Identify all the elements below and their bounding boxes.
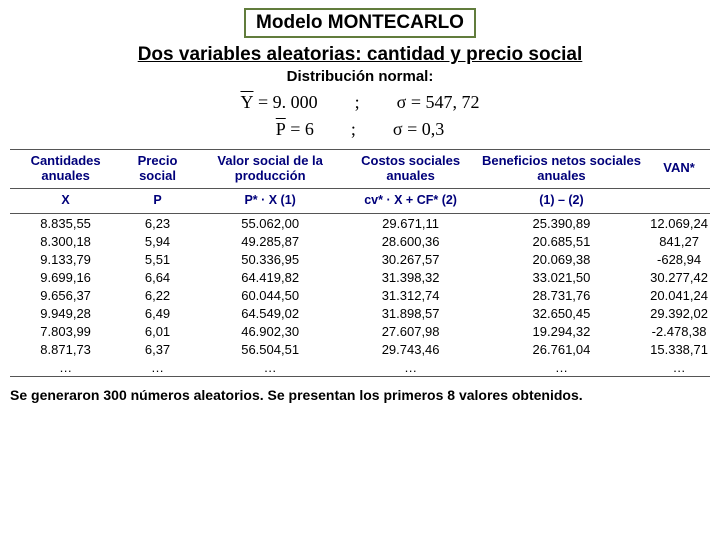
formula-y: Y = 9. 000 ; σ = 547, 72 <box>240 89 479 116</box>
table-cell: … <box>648 358 710 377</box>
table-cell: 28.731,76 <box>475 286 648 304</box>
col-header: Cantidades anuales <box>10 150 121 188</box>
table-cell: 7.803,99 <box>10 322 121 340</box>
table-cell: 15.338,71 <box>648 340 710 358</box>
table-body: 8.835,556,2355.062,0029.671,1125.390,891… <box>10 214 710 377</box>
table-cell: 5,94 <box>121 232 194 250</box>
table-cell: -2.478,38 <box>648 322 710 340</box>
table-cell: 50.336,95 <box>194 250 347 268</box>
col-header: VAN* <box>648 150 710 188</box>
table-cell: 19.294,32 <box>475 322 648 340</box>
table-cell: 31.312,74 <box>346 286 474 304</box>
table-cell: … <box>121 358 194 377</box>
table-cell: 6,23 <box>121 214 194 232</box>
formula-sep: ; <box>322 89 392 116</box>
table-row: 9.656,376,2260.044,5031.312,7428.731,762… <box>10 286 710 304</box>
table-cell: 8.835,55 <box>10 214 121 232</box>
table-row: 9.133,795,5150.336,9530.267,5720.069,38-… <box>10 250 710 268</box>
table-cell: 29.743,46 <box>346 340 474 358</box>
col-subheader: (1) – (2) <box>475 189 648 214</box>
y-mean-rhs: = 9. 000 <box>258 92 318 112</box>
p-bar: P <box>276 116 286 143</box>
table-row: 9.949,286,4964.549,0231.898,5732.650,452… <box>10 304 710 322</box>
table-cell: 20.685,51 <box>475 232 648 250</box>
y-sigma: σ = 547, 72 <box>397 92 480 112</box>
table-cell: 9.949,28 <box>10 304 121 322</box>
table-cell: 8.300,18 <box>10 232 121 250</box>
table-cell: 9.656,37 <box>10 286 121 304</box>
table-cell: 30.277,42 <box>648 268 710 286</box>
table-header-row: Cantidades anuales Precio social Valor s… <box>10 150 710 188</box>
table-cell: 30.267,57 <box>346 250 474 268</box>
page-title-box: Modelo MONTECARLO <box>244 8 476 38</box>
col-subheader: cv* · X + CF* (2) <box>346 189 474 214</box>
footer-note: Se generaron 300 números aleatorios. Se … <box>10 387 710 403</box>
table-cell: 28.600,36 <box>346 232 474 250</box>
table-cell: 49.285,87 <box>194 232 347 250</box>
table-cell: 46.902,30 <box>194 322 347 340</box>
table-cell: 6,37 <box>121 340 194 358</box>
table-row: 9.699,166,6464.419,8231.398,3233.021,503… <box>10 268 710 286</box>
table-cell: 841,27 <box>648 232 710 250</box>
table-cell: 33.021,50 <box>475 268 648 286</box>
table-cell: 60.044,50 <box>194 286 347 304</box>
table-cell: 9.133,79 <box>10 250 121 268</box>
table-cell: 29.671,11 <box>346 214 474 232</box>
table-cell: 27.607,98 <box>346 322 474 340</box>
table-cell: 56.504,51 <box>194 340 347 358</box>
table-cell: 55.062,00 <box>194 214 347 232</box>
table-row: 8.300,185,9449.285,8728.600,3620.685,518… <box>10 232 710 250</box>
table-cell: 8.871,73 <box>10 340 121 358</box>
table-row: 8.871,736,3756.504,5129.743,4626.761,041… <box>10 340 710 358</box>
table-cell: -628,94 <box>648 250 710 268</box>
col-header: Valor social de la producción <box>194 150 347 188</box>
table-cell: 6,64 <box>121 268 194 286</box>
table-cell: 32.650,45 <box>475 304 648 322</box>
col-header: Beneficios netos sociales anuales <box>475 150 648 188</box>
p-sigma: σ = 0,3 <box>393 119 444 139</box>
col-subheader: X <box>10 189 121 214</box>
table-cell: 5,51 <box>121 250 194 268</box>
y-bar: Y <box>240 89 253 116</box>
table-subheader-row: X P P* · X (1) cv* · X + CF* (2) (1) – (… <box>10 189 710 214</box>
formula-block: Y = 9. 000 ; σ = 547, 72 P = 6 ; σ = 0,3 <box>10 89 710 143</box>
table-cell: … <box>475 358 648 377</box>
col-subheader: P* · X (1) <box>194 189 347 214</box>
table-cell: 6,01 <box>121 322 194 340</box>
col-subheader: P <box>121 189 194 214</box>
table-cell: 29.392,02 <box>648 304 710 322</box>
col-header: Precio social <box>121 150 194 188</box>
formula-sep: ; <box>318 116 388 143</box>
table-cell: … <box>10 358 121 377</box>
table-cell: 25.390,89 <box>475 214 648 232</box>
table-cell: … <box>346 358 474 377</box>
table-cell: 64.549,02 <box>194 304 347 322</box>
col-subheader <box>648 189 710 214</box>
table-cell: 12.069,24 <box>648 214 710 232</box>
table-cell: … <box>194 358 347 377</box>
table-cell: 6,22 <box>121 286 194 304</box>
page-title: Modelo MONTECARLO <box>256 12 464 33</box>
distribution-label: Distribución normal: <box>10 68 710 85</box>
table-cell: 20.041,24 <box>648 286 710 304</box>
table-cell: 20.069,38 <box>475 250 648 268</box>
formula-p: P = 6 ; σ = 0,3 <box>276 116 445 143</box>
subtitle: Dos variables aleatorias: cantidad y pre… <box>10 44 710 66</box>
table-row: 7.803,996,0146.902,3027.607,9819.294,32-… <box>10 322 710 340</box>
table-cell: 64.419,82 <box>194 268 347 286</box>
table-cell: 31.398,32 <box>346 268 474 286</box>
table-cell: 9.699,16 <box>10 268 121 286</box>
table-cell: 6,49 <box>121 304 194 322</box>
p-mean-rhs: = 6 <box>290 119 314 139</box>
table-cell: 31.898,57 <box>346 304 474 322</box>
table-row: ……………… <box>10 358 710 377</box>
col-header: Costos sociales anuales <box>346 150 474 188</box>
table-row: 8.835,556,2355.062,0029.671,1125.390,891… <box>10 214 710 232</box>
data-table: Cantidades anuales Precio social Valor s… <box>10 149 710 377</box>
table-cell: 26.761,04 <box>475 340 648 358</box>
